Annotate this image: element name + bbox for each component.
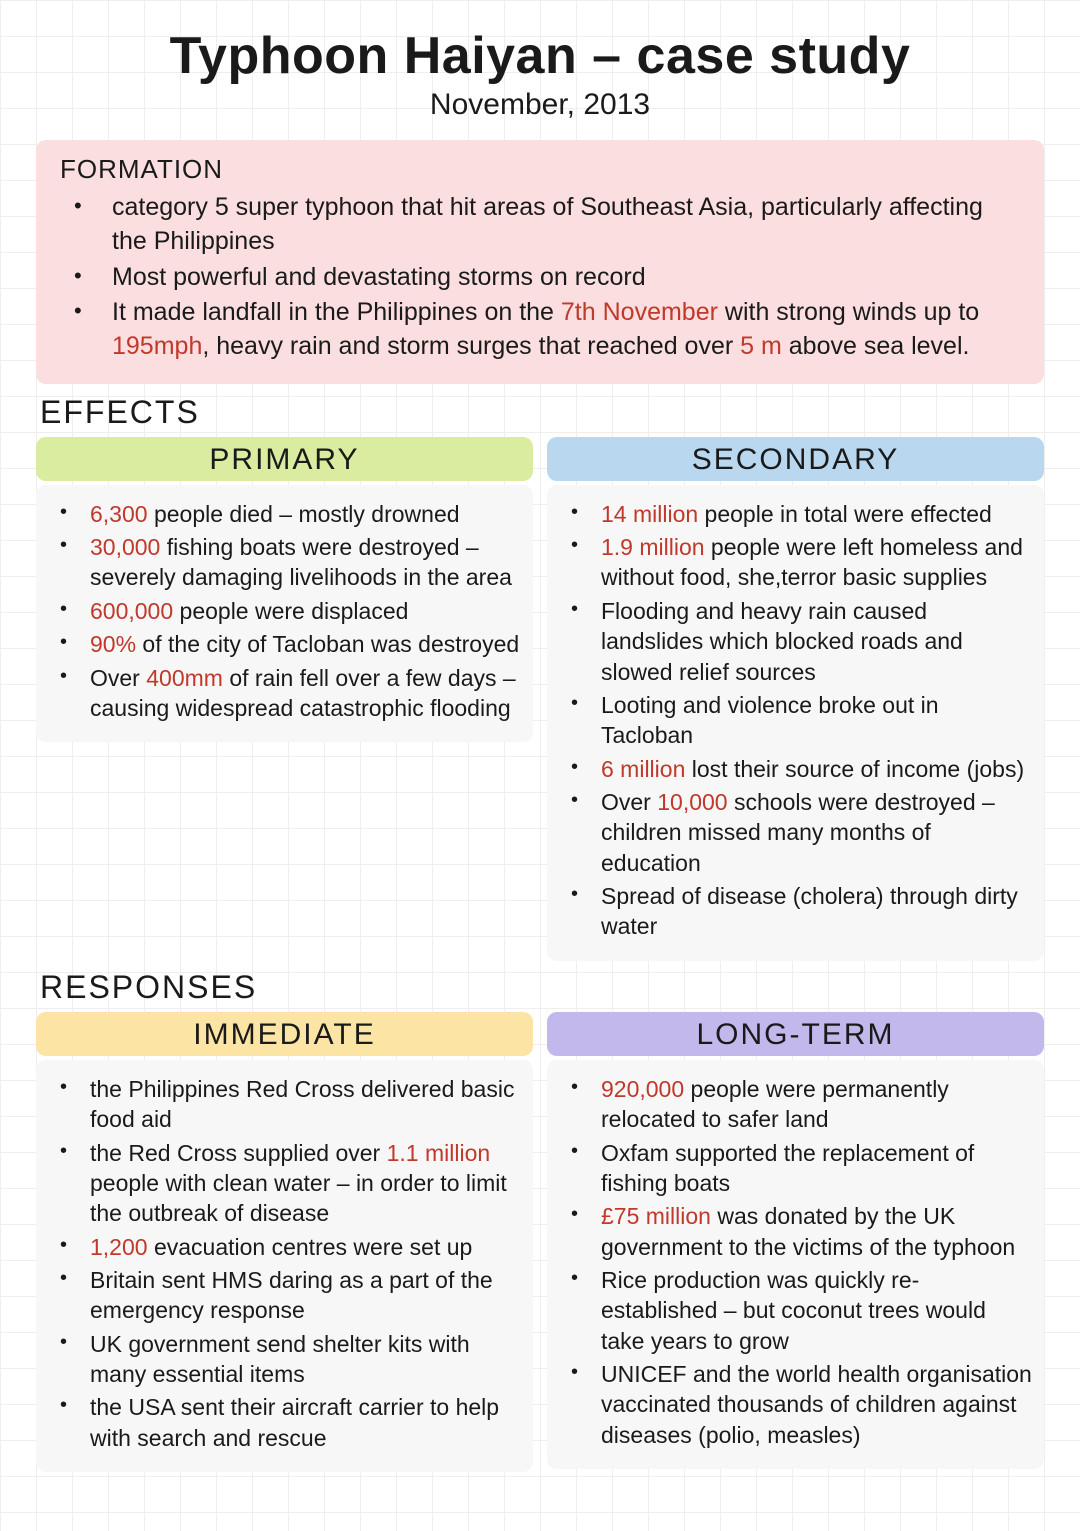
list-item: 6 million lost their source of income (j… [561, 754, 1032, 784]
list-item: the USA sent their aircraft carrier to h… [50, 1392, 521, 1453]
list-item: Looting and violence broke out in Taclob… [561, 690, 1032, 751]
list-item: 90% of the city of Tacloban was destroye… [50, 629, 521, 659]
effects-columns: PRIMARY 6,300 people died – mostly drown… [36, 437, 1044, 961]
formation-heading: FORMATION [60, 154, 1020, 185]
formation-box: FORMATION category 5 super typhoon that … [36, 140, 1044, 384]
primary-body: 6,300 people died – mostly drowned30,000… [36, 485, 533, 743]
list-item: Britain sent HMS daring as a part of the… [50, 1265, 521, 1326]
primary-list: 6,300 people died – mostly drowned30,000… [42, 499, 521, 724]
list-item: Over 400mm of rain fell over a few days … [50, 663, 521, 724]
list-item: Rice production was quickly re-establish… [561, 1265, 1032, 1356]
primary-column: PRIMARY 6,300 people died – mostly drown… [36, 437, 533, 961]
list-item: Oxfam supported the replacement of fishi… [561, 1138, 1032, 1199]
list-item: 6,300 people died – mostly drowned [50, 499, 521, 529]
page-title: Typhoon Haiyan – case study [36, 26, 1044, 86]
list-item: Flooding and heavy rain caused landslide… [561, 596, 1032, 687]
list-item: It made landfall in the Philippines on t… [68, 296, 1020, 364]
responses-heading: RESPONSES [40, 969, 1044, 1006]
effects-heading: EFFECTS [40, 394, 1044, 431]
longterm-header: LONG-TERM [547, 1012, 1044, 1056]
secondary-body: 14 million people in total were effected… [547, 485, 1044, 961]
list-item: Spread of disease (cholera) through dirt… [561, 881, 1032, 942]
list-item: the Red Cross supplied over 1.1 million … [50, 1138, 521, 1229]
list-item: UNICEF and the world health organisation… [561, 1359, 1032, 1450]
immediate-header: IMMEDIATE [36, 1012, 533, 1056]
list-item: UK government send shelter kits with man… [50, 1329, 521, 1390]
list-item: Most powerful and devastating storms on … [68, 261, 1020, 295]
primary-header: PRIMARY [36, 437, 533, 481]
list-item: 30,000 fishing boats were destroyed – se… [50, 532, 521, 593]
list-item: the Philippines Red Cross delivered basi… [50, 1074, 521, 1135]
list-item: 920,000 people were permanently relocate… [561, 1074, 1032, 1135]
secondary-list: 14 million people in total were effected… [553, 499, 1032, 942]
list-item: category 5 super typhoon that hit areas … [68, 191, 1020, 259]
list-item: 1,200 evacuation centres were set up [50, 1232, 521, 1262]
longterm-column: LONG-TERM 920,000 people were permanentl… [547, 1012, 1044, 1472]
immediate-list: the Philippines Red Cross delivered basi… [42, 1074, 521, 1453]
formation-list: category 5 super typhoon that hit areas … [60, 191, 1020, 364]
list-item: Over 10,000 schools were destroyed – chi… [561, 787, 1032, 878]
list-item: 1.9 million people were left homeless an… [561, 532, 1032, 593]
immediate-body: the Philippines Red Cross delivered basi… [36, 1060, 533, 1472]
responses-columns: IMMEDIATE the Philippines Red Cross deli… [36, 1012, 1044, 1472]
page-subtitle: November, 2013 [36, 88, 1044, 122]
list-item: £75 million was donated by the UK govern… [561, 1201, 1032, 1262]
secondary-header: SECONDARY [547, 437, 1044, 481]
longterm-list: 920,000 people were permanently relocate… [553, 1074, 1032, 1450]
longterm-body: 920,000 people were permanently relocate… [547, 1060, 1044, 1469]
list-item: 14 million people in total were effected [561, 499, 1032, 529]
immediate-column: IMMEDIATE the Philippines Red Cross deli… [36, 1012, 533, 1472]
list-item: 600,000 people were displaced [50, 596, 521, 626]
secondary-column: SECONDARY 14 million people in total wer… [547, 437, 1044, 961]
